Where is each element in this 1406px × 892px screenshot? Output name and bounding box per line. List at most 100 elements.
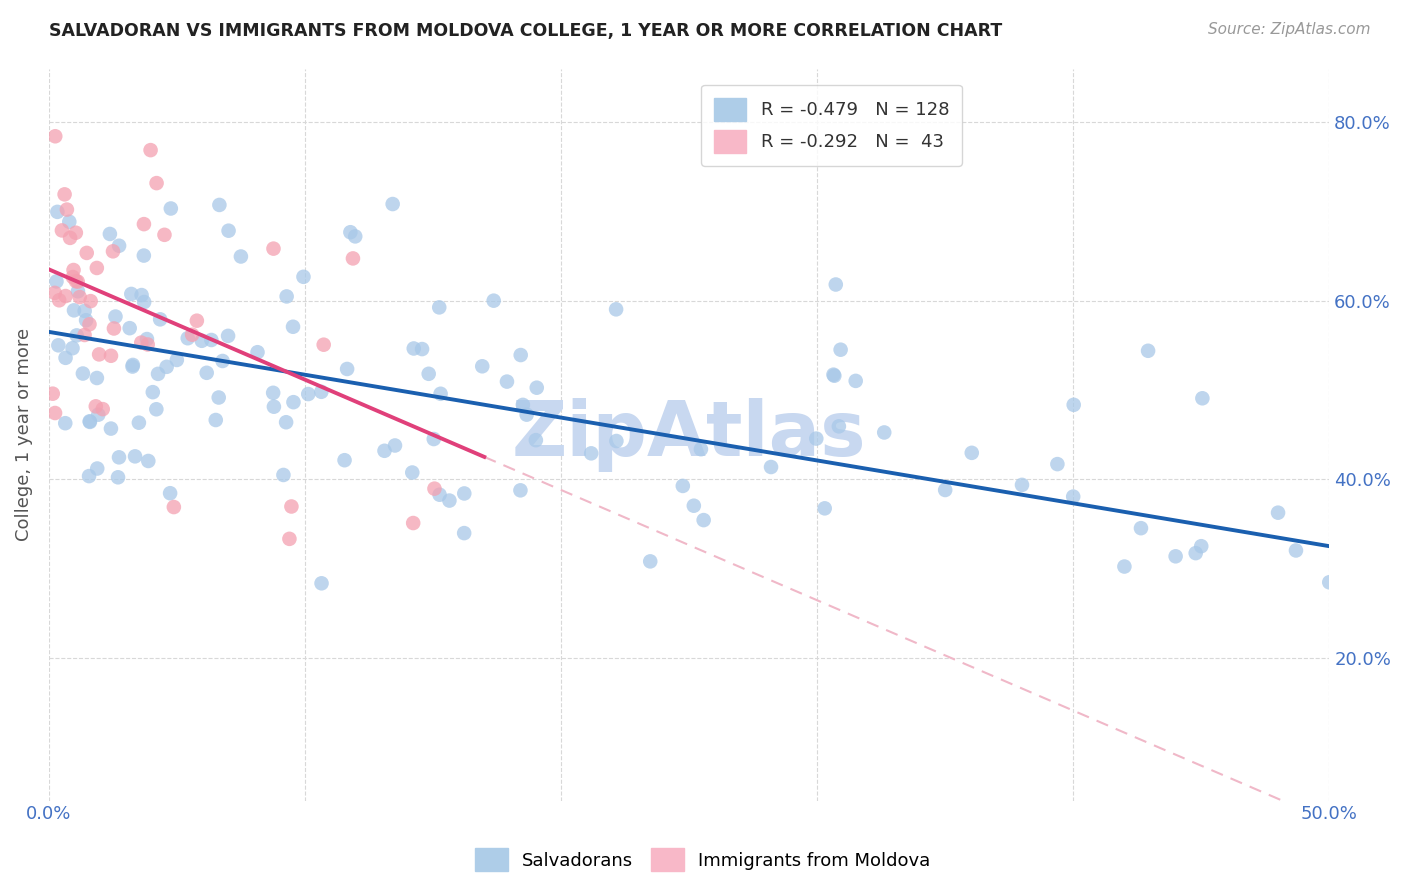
Point: [311, 576, 333, 591]
Point: [526, 381, 548, 395]
Point: [524, 433, 547, 447]
Point: [429, 386, 451, 401]
Point: [79, 415, 101, 429]
Point: [86, 371, 108, 385]
Point: [53, 416, 76, 430]
Point: [62, 263, 84, 277]
Legend: Salvadorans, Immigrants from Moldova: Salvadorans, Immigrants from Moldova: [468, 841, 938, 879]
Point: [509, 483, 531, 498]
Point: [44, 129, 66, 144]
Point: [122, 358, 145, 372]
Point: [682, 499, 704, 513]
Point: [229, 250, 252, 264]
Point: [103, 321, 125, 335]
Point: [384, 438, 406, 452]
Point: [79, 318, 101, 332]
Point: [297, 387, 319, 401]
Point: [960, 446, 983, 460]
Point: [273, 467, 295, 482]
Point: [1285, 543, 1308, 558]
Point: [134, 295, 156, 310]
Point: [638, 554, 661, 568]
Point: [166, 353, 188, 368]
Point: [373, 443, 395, 458]
Text: SALVADORAN VS IMMIGRANTS FROM MOLDOVA COLLEGE, 1 YEAR OR MORE CORRELATION CHART: SALVADORAN VS IMMIGRANTS FROM MOLDOVA CO…: [49, 22, 1002, 40]
Point: [87, 408, 110, 422]
Point: [692, 513, 714, 527]
Point: [91, 402, 114, 417]
Point: [159, 486, 181, 500]
Point: [823, 368, 845, 382]
Point: [146, 367, 169, 381]
Point: [1184, 546, 1206, 560]
Point: [129, 335, 152, 350]
Point: [1317, 575, 1340, 590]
Point: [823, 368, 845, 383]
Point: [46, 205, 69, 219]
Point: [145, 176, 167, 190]
Point: [118, 321, 141, 335]
Point: [283, 395, 305, 409]
Point: [427, 301, 450, 315]
Point: [1062, 490, 1084, 504]
Point: [690, 442, 713, 457]
Point: [402, 342, 425, 356]
Point: [1011, 478, 1033, 492]
Point: [439, 493, 461, 508]
Point: [339, 225, 361, 239]
Point: [159, 202, 181, 216]
Point: [55, 351, 77, 365]
Point: [191, 334, 214, 348]
Point: [53, 187, 76, 202]
Point: [509, 348, 531, 362]
Point: [579, 446, 602, 460]
Point: [84, 400, 107, 414]
Point: [62, 270, 84, 285]
Point: [104, 310, 127, 324]
Point: [149, 312, 172, 326]
Point: [72, 367, 94, 381]
Point: [48, 293, 70, 308]
Point: [131, 288, 153, 302]
Point: [482, 293, 505, 308]
Point: [262, 385, 284, 400]
Point: [1189, 539, 1212, 553]
Point: [107, 470, 129, 484]
Point: [342, 252, 364, 266]
Point: [79, 414, 101, 428]
Point: [280, 500, 302, 514]
Point: [200, 333, 222, 347]
Point: [108, 450, 131, 465]
Point: [136, 337, 159, 351]
Point: [87, 347, 110, 361]
Point: [1267, 506, 1289, 520]
Point: [163, 500, 186, 514]
Point: [418, 367, 440, 381]
Point: [759, 460, 782, 475]
Point: [344, 229, 367, 244]
Point: [55, 289, 77, 303]
Point: [86, 260, 108, 275]
Point: [281, 319, 304, 334]
Point: [44, 406, 66, 420]
Point: [471, 359, 494, 374]
Point: [62, 341, 84, 355]
Point: [934, 483, 956, 497]
Point: [873, 425, 896, 440]
Text: Source: ZipAtlas.com: Source: ZipAtlas.com: [1208, 22, 1371, 37]
Point: [45, 274, 67, 288]
Point: [136, 454, 159, 468]
Point: [1164, 549, 1187, 564]
Point: [65, 274, 87, 288]
Text: ZipAtlas: ZipAtlas: [512, 398, 866, 472]
Point: [195, 366, 218, 380]
Point: [145, 402, 167, 417]
Point: [100, 421, 122, 435]
Point: [63, 303, 86, 318]
Point: [181, 327, 204, 342]
Point: [66, 285, 89, 299]
Point: [246, 345, 269, 359]
Point: [605, 302, 627, 317]
Point: [516, 408, 538, 422]
Point: [512, 398, 534, 412]
